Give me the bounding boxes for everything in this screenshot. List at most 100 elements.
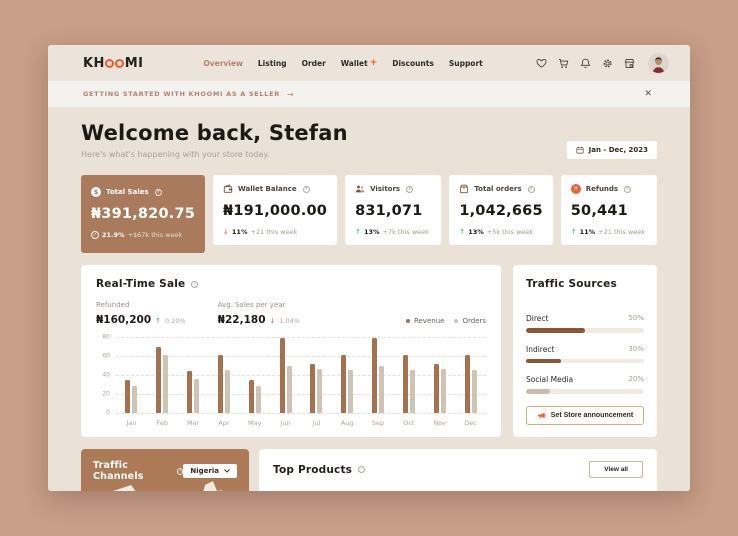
x-tick-label: Apr bbox=[218, 419, 230, 427]
stat-value: 1,042,665 bbox=[459, 203, 543, 219]
trend-percent: 11% bbox=[579, 228, 596, 236]
nav-item-wallet[interactable]: Wallet + bbox=[340, 57, 378, 68]
nav-item-listing[interactable]: Listing bbox=[258, 59, 287, 68]
metric-label: Refunded bbox=[96, 301, 130, 309]
gear-icon[interactable] bbox=[602, 58, 613, 69]
chart-legend: Revenue Orders bbox=[405, 317, 486, 325]
source-label: Social Media bbox=[526, 375, 574, 384]
wallet-icon bbox=[223, 184, 233, 194]
close-icon[interactable]: ✕ bbox=[644, 89, 652, 99]
realtime-sale-card: Real-Time Sale ? Refunded ₦160,200 ↑ 0.2… bbox=[81, 265, 501, 437]
stat-value: 831,071 bbox=[355, 203, 423, 219]
trend-note: +7k this week bbox=[382, 228, 429, 236]
x-tick-label: Jul bbox=[312, 419, 321, 427]
arrow-down-icon: ↓ bbox=[223, 228, 229, 236]
revenue-bar bbox=[433, 363, 439, 413]
calendar-icon bbox=[576, 146, 584, 154]
stat-label: Refunds bbox=[585, 185, 619, 193]
bar-group-mar bbox=[178, 337, 209, 413]
nav-item-label: Overview bbox=[203, 58, 243, 68]
stat-card-total-sales[interactable]: $ Total Sales? ₦391,820.75 ✓ 21.9% +$67k this… bbox=[81, 175, 206, 253]
page-title: Welcome back, Stefan bbox=[81, 121, 348, 145]
info-icon[interactable]: ? bbox=[624, 185, 632, 193]
date-range-picker[interactable]: Jan - Dec, 2023 bbox=[566, 141, 657, 159]
stat-card-refunds[interactable]: ✕ Refunds? 50,441 ↑ 11% +21 this week bbox=[560, 175, 658, 245]
page-header: Welcome back, Stefan Here's what's happe… bbox=[81, 121, 657, 159]
arrow-up-icon: ↑ bbox=[459, 228, 466, 236]
x-tick-label: Nov bbox=[433, 419, 447, 427]
stat-trend: ↑ 13% +7k this week bbox=[355, 228, 431, 236]
nav-item-discounts[interactable]: Discounts bbox=[392, 59, 434, 68]
nav-item-order[interactable]: Order bbox=[302, 59, 326, 68]
chart-y-axis: 0 20 40 60 80 bbox=[96, 333, 110, 417]
source-label-row: Direct 50% bbox=[526, 314, 644, 323]
nav-item-label: Wallet bbox=[340, 58, 368, 68]
x-tick-label: May bbox=[248, 419, 262, 427]
cart-icon[interactable] bbox=[558, 58, 569, 69]
info-icon[interactable]: ? bbox=[302, 185, 310, 193]
stat-card-total-orders[interactable]: Total orders? 1,042,665 ↑ 13% +5k this week bbox=[449, 175, 553, 245]
trend-note: +$67k this week bbox=[127, 231, 183, 239]
traffic-channels-card: Traffic Channels ? Nigeria bbox=[81, 449, 249, 491]
source-percent: 50% bbox=[628, 314, 644, 322]
stat-card-visitors[interactable]: Visitors? 831,071 ↑ 13% +7k this week bbox=[345, 175, 442, 245]
traffic-sources-list: Direct 50% Indirect 30% Social Media 20% bbox=[526, 314, 644, 406]
logo-text-mi: MI bbox=[124, 55, 144, 71]
revenue-bar bbox=[372, 337, 378, 413]
top-products-title: Top Products bbox=[273, 463, 353, 476]
banner-text[interactable]: GETTING STARTED WITH KHOOMI AS A SELLER bbox=[83, 90, 280, 98]
info-icon[interactable]: ? bbox=[176, 467, 184, 475]
gridline bbox=[116, 356, 486, 357]
stat-trend: ↑ 13% +5k this week bbox=[459, 228, 542, 236]
stat-card-wallet-balance[interactable]: Wallet Balance? ₦191,000.00 ↓ 11% +21 this w… bbox=[213, 175, 338, 245]
info-icon[interactable]: ? bbox=[154, 188, 162, 196]
set-store-announcement-button[interactable]: Set Store announcement bbox=[526, 405, 644, 425]
x-tick-label: Oct bbox=[403, 419, 415, 427]
heart-icon[interactable] bbox=[536, 58, 547, 69]
store-icon[interactable] bbox=[624, 58, 635, 69]
stat-value: ₦191,000.00 bbox=[223, 203, 328, 219]
stat-card-header: ✕ Refunds? bbox=[570, 184, 647, 194]
bar-group-may bbox=[239, 337, 270, 413]
info-icon[interactable]: ? bbox=[406, 185, 414, 193]
progress-fill bbox=[526, 358, 562, 363]
nav-item-support[interactable]: Support bbox=[449, 59, 483, 68]
gridline bbox=[116, 413, 486, 414]
bar-group-dec bbox=[455, 337, 486, 413]
country-dropdown[interactable]: Nigeria bbox=[183, 464, 237, 478]
info-icon[interactable]: ? bbox=[358, 466, 366, 473]
metric-change: 1.04% bbox=[279, 317, 301, 325]
bar-group-nov bbox=[424, 337, 455, 413]
user-avatar[interactable] bbox=[649, 53, 668, 73]
trend-percent: 13% bbox=[468, 228, 484, 236]
trend-note: +5k this week bbox=[486, 228, 534, 236]
arrow-right-icon: → bbox=[286, 89, 294, 99]
legend-dot-icon bbox=[405, 319, 410, 323]
nav-item-overview[interactable]: Overview bbox=[203, 59, 243, 68]
view-all-button[interactable]: View all bbox=[589, 461, 643, 478]
source-label-row: Indirect 30% bbox=[526, 345, 644, 354]
bar-group-jan bbox=[116, 337, 147, 413]
info-icon[interactable]: ? bbox=[191, 280, 199, 288]
bottom-row: Traffic Channels ? Nigeria bbox=[81, 449, 657, 491]
stat-card-header: Total orders? bbox=[459, 184, 542, 194]
x-tick-label: Jan bbox=[126, 419, 137, 427]
y-tick-label: 80 bbox=[102, 333, 110, 341]
add-icon[interactable]: + bbox=[369, 57, 378, 68]
trend-note: +21 this week bbox=[250, 228, 298, 236]
revenue-bar bbox=[125, 379, 131, 413]
getting-started-banner[interactable]: GETTING STARTED WITH KHOOMI AS A SELLER … bbox=[48, 81, 690, 107]
revenue-bar bbox=[217, 355, 223, 413]
y-tick-label: 60 bbox=[102, 352, 110, 360]
orders-bar bbox=[409, 370, 415, 413]
x-tick-label: Dec bbox=[464, 419, 477, 427]
revenue-bar bbox=[248, 379, 254, 413]
announce-button-label: Set Store announcement bbox=[550, 411, 634, 419]
stat-card-header: $ Total Sales? bbox=[91, 187, 195, 197]
orders-bar bbox=[440, 369, 446, 413]
app-logo[interactable]: KH MI bbox=[83, 56, 143, 71]
logo-text-kh: KH bbox=[83, 55, 105, 71]
info-icon[interactable]: ? bbox=[527, 185, 535, 193]
country-dropdown-value: Nigeria bbox=[190, 467, 219, 475]
bell-icon[interactable] bbox=[580, 58, 591, 69]
